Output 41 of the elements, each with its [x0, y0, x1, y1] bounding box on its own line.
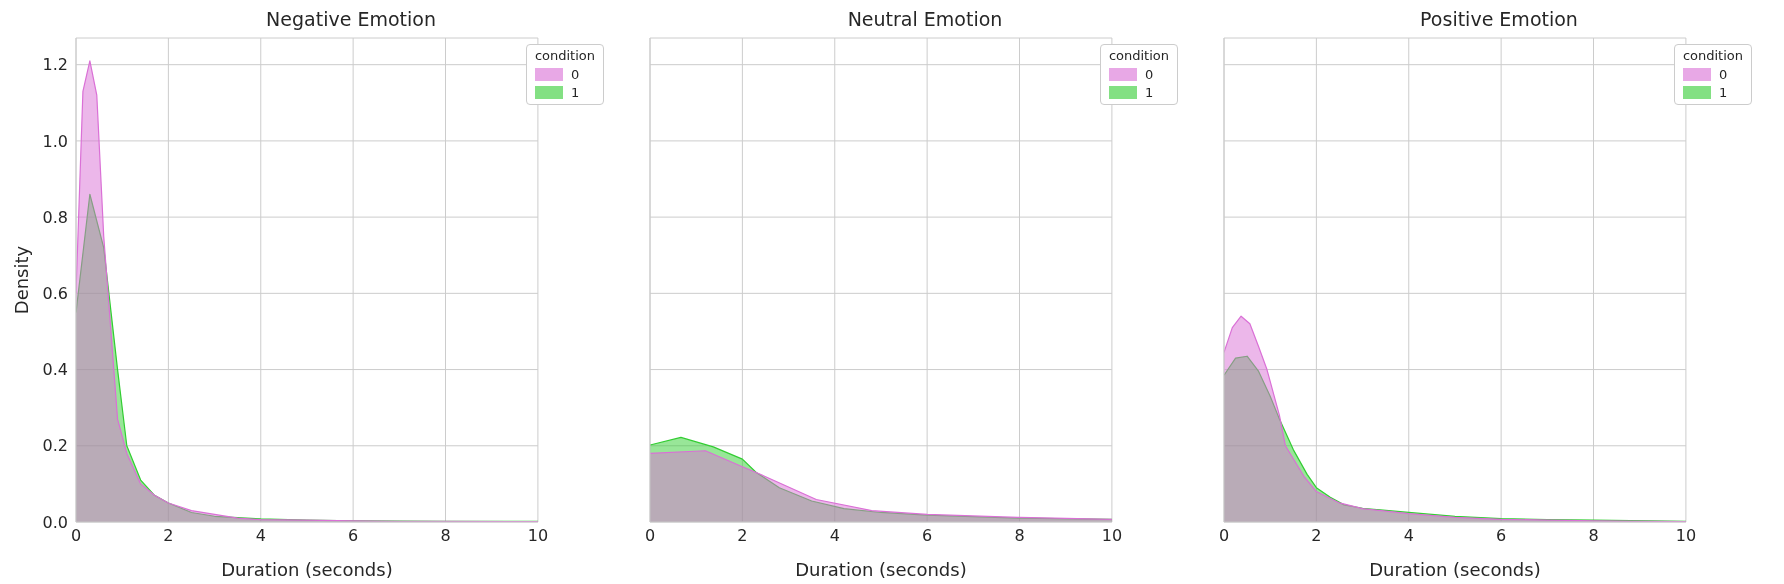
legend-label: 0	[1718, 66, 1728, 82]
y-tick-label: 0.6	[42, 284, 68, 304]
x-tick-label: 6	[1496, 526, 1507, 546]
x-tick-label: 2	[163, 526, 174, 546]
x-tick-label: 2	[1311, 526, 1322, 546]
x-axis-title: Duration (seconds)	[1369, 559, 1541, 580]
chart-title: Positive Emotion	[1419, 8, 1579, 32]
legend-label: 0	[1144, 66, 1154, 82]
legend-label: 0	[570, 66, 580, 82]
legend-label: 1	[1718, 84, 1728, 100]
x-axis-title: Duration (seconds)	[221, 559, 393, 580]
chart-title: Neutral Emotion	[846, 8, 1004, 32]
y-tick-label: 0.0	[42, 512, 68, 532]
x-tick-label: 10	[1101, 526, 1123, 546]
legend-title: condition	[1682, 48, 1743, 63]
y-tick-label: 1.2	[42, 55, 68, 75]
x-tick-label: 0	[70, 526, 82, 546]
x-tick-label: 0	[644, 526, 656, 546]
x-tick-label: 4	[1403, 526, 1414, 546]
x-tick-label: 6	[922, 526, 933, 546]
y-axis-title: Density	[11, 245, 33, 315]
y-tick-label: 0.2	[42, 436, 68, 456]
x-tick-label: 10	[527, 526, 549, 546]
legend-title: condition	[534, 48, 595, 63]
x-tick-label: 2	[737, 526, 748, 546]
x-tick-label: 4	[829, 526, 840, 546]
y-tick-label: 0.8	[42, 207, 68, 227]
y-tick-label: 1.0	[42, 131, 68, 151]
x-tick-label: 4	[255, 526, 266, 546]
x-tick-label: 0	[1218, 526, 1230, 546]
x-tick-label: 8	[440, 526, 451, 546]
legend-title: condition	[1108, 48, 1169, 63]
chart-title: Negative Emotion	[265, 8, 437, 32]
legend-label: 1	[1144, 84, 1154, 100]
x-tick-label: 6	[348, 526, 359, 546]
legend-label: 1	[570, 84, 580, 100]
x-tick-label: 8	[1014, 526, 1025, 546]
x-tick-label: 10	[1675, 526, 1697, 546]
y-tick-label: 0.4	[42, 360, 68, 380]
x-tick-label: 8	[1588, 526, 1599, 546]
x-axis-title: Duration (seconds)	[795, 559, 967, 580]
